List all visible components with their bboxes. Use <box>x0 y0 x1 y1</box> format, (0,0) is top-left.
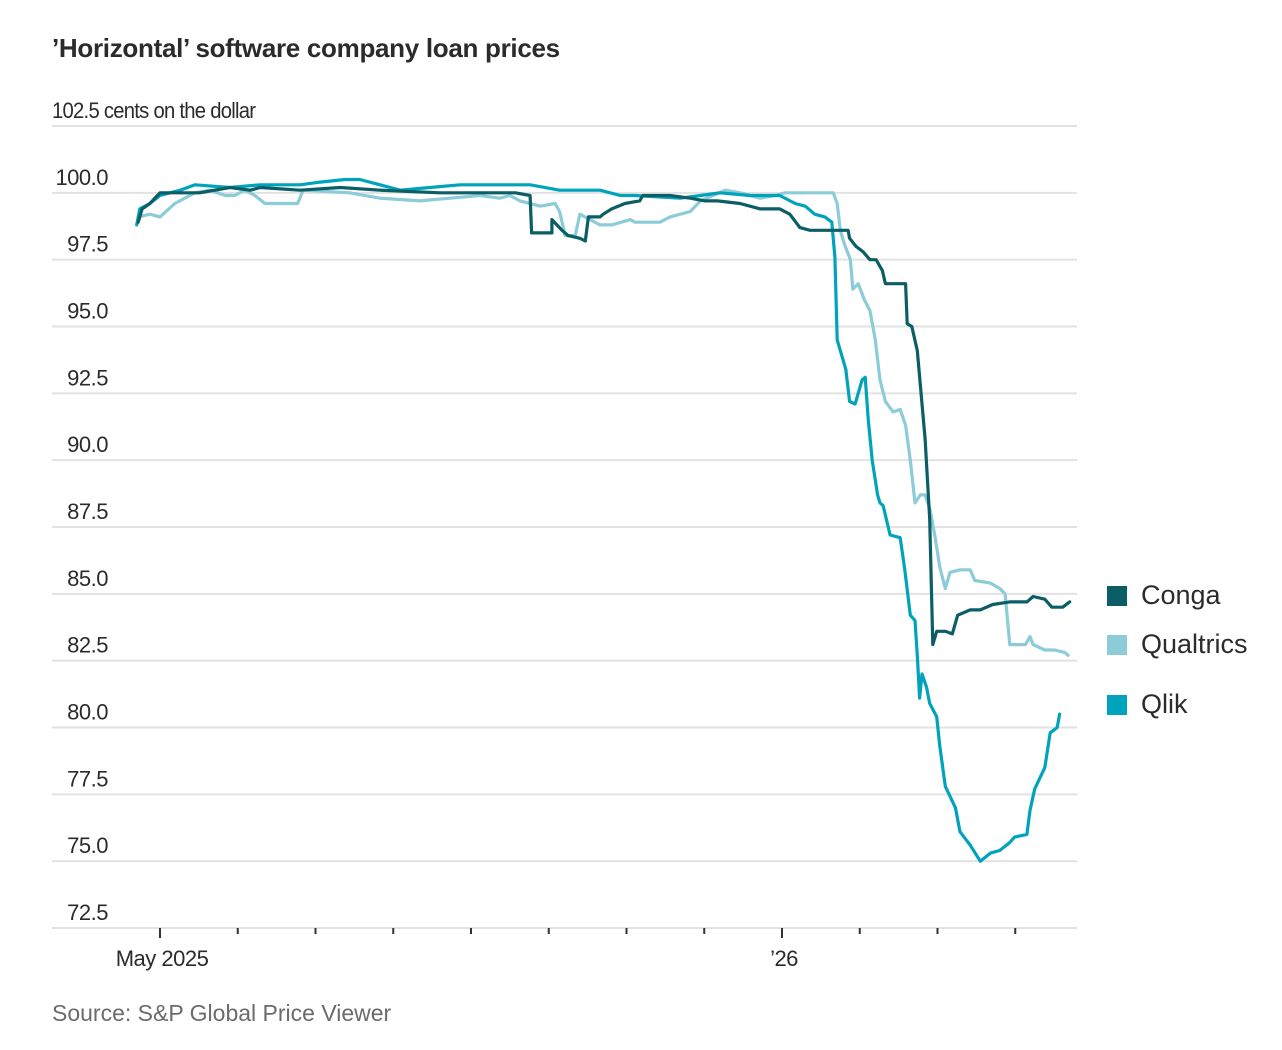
legend-swatch-conga <box>1107 585 1127 606</box>
y-tick-label: 85.0 <box>67 566 108 591</box>
y-tick-label: 82.5 <box>67 633 108 658</box>
y-tick-label: 90.0 <box>67 432 108 457</box>
legend-item-conga: Conga <box>1107 580 1221 611</box>
source-note: Source: S&P Global Price Viewer <box>52 1000 392 1026</box>
legend-item-qlik: Qlik <box>1107 689 1188 720</box>
y-tick-label: 77.5 <box>67 766 108 791</box>
y-tick-label: 92.5 <box>67 365 108 390</box>
series-lines <box>135 177 1072 863</box>
y-axis-ticks: 100.0 97.5 95.0 92.5 90.0 87.5 85.0 82.5 80.0 77.… <box>55 165 108 925</box>
legend-label: Qualtrics <box>1141 629 1248 659</box>
x-tick-label: May 2025 <box>116 946 209 971</box>
y-axis-top-tick: 102.5 <box>52 98 100 123</box>
y-tick-label: 87.5 <box>67 499 108 524</box>
y-tick-label: 80.0 <box>67 700 108 725</box>
x-axis: May 2025 ’26 <box>116 928 1017 971</box>
y-tick-label: 100.0 <box>55 165 108 190</box>
series-line-conga <box>136 185 1072 647</box>
chart-title: ’Horizontal’ software company loan price… <box>52 33 560 63</box>
series-line-qualtrics <box>136 188 1070 657</box>
legend-item-qualtrics: Qualtrics <box>1107 629 1248 660</box>
y-tick-label: 97.5 <box>67 232 108 257</box>
legend-swatch-qlik <box>1107 694 1127 715</box>
series-line-qlik <box>135 177 1062 863</box>
gridlines <box>52 125 1077 929</box>
y-axis-unit: cents on the dollar <box>103 98 256 123</box>
y-tick-label: 95.0 <box>67 299 108 324</box>
y-axis-unit-label: 102.5 cents on the dollar <box>52 98 256 124</box>
x-tick-label: ’26 <box>770 946 798 971</box>
legend-label: Qlik <box>1141 689 1188 719</box>
legend-label: Conga <box>1141 580 1221 610</box>
y-tick-label: 72.5 <box>67 900 108 925</box>
y-tick-label: 75.0 <box>67 833 108 858</box>
legend-swatch-qualtrics <box>1107 634 1127 655</box>
